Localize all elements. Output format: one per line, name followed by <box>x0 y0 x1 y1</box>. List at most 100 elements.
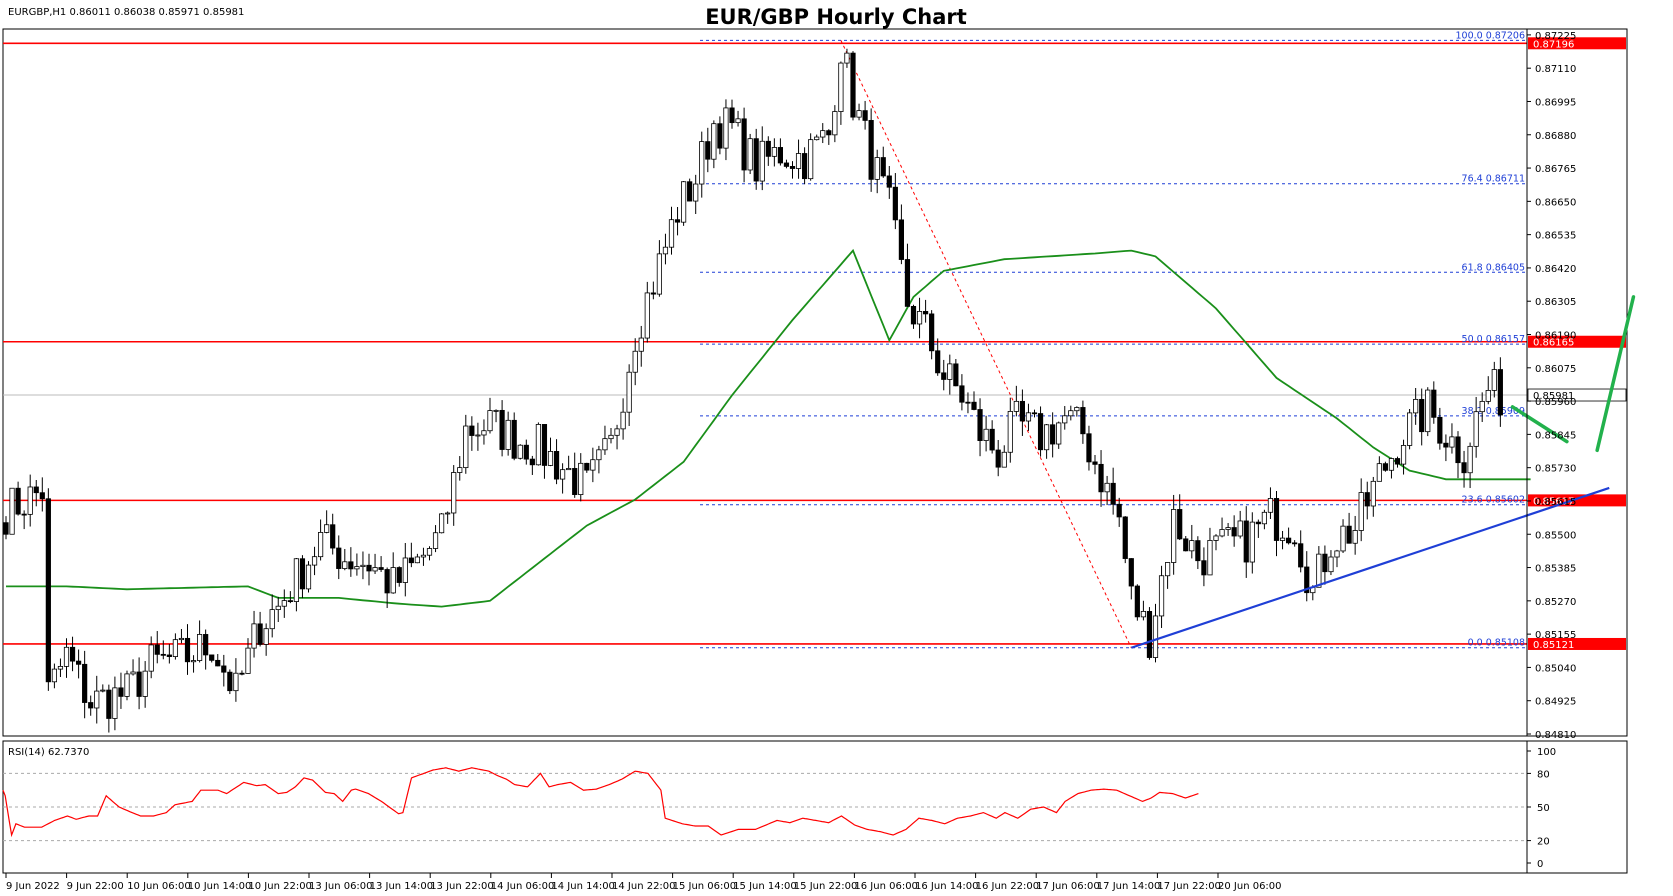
candle-body <box>33 486 39 494</box>
candle-body <box>172 639 178 657</box>
candle-body <box>1158 575 1165 617</box>
candle-body <box>578 462 584 495</box>
candle-body <box>1183 538 1189 552</box>
candle-body <box>1062 415 1068 424</box>
candle-body <box>1001 451 1007 468</box>
candle-body <box>396 567 402 583</box>
candle-body <box>245 647 251 674</box>
candle-body <box>935 350 941 374</box>
candle-body <box>76 660 82 665</box>
candle-body <box>1334 550 1340 558</box>
time-tick-label: 15 Jun 06:00 <box>673 881 737 892</box>
candle-body <box>1407 412 1413 446</box>
fibonacci-level-label: 38.2 0.85909 <box>1462 406 1525 417</box>
candle-body <box>88 702 94 709</box>
price-tick-label: 0.86650 <box>1535 197 1576 208</box>
price-tick-label: 0.85385 <box>1535 564 1576 575</box>
candle-body <box>723 107 729 149</box>
candle-body <box>178 637 185 641</box>
candle-body <box>1171 509 1177 563</box>
candle-body <box>941 372 947 380</box>
candle-body <box>753 138 759 182</box>
candle-body <box>910 305 917 325</box>
candle-body <box>1050 424 1056 445</box>
price-tick-label: 0.86995 <box>1535 97 1576 108</box>
price-tick-label: 0.86880 <box>1535 131 1576 142</box>
time-tick-label: 9 Jun 2022 <box>6 881 60 892</box>
fibonacci-level-label: 76.4 0.86711 <box>1462 174 1525 185</box>
candle-body <box>1013 400 1019 412</box>
candle-body <box>184 637 191 663</box>
candle-body <box>1267 498 1274 513</box>
time-tick-label: 10 Jun 14:00 <box>188 881 252 892</box>
candle-body <box>233 672 239 692</box>
time-tick-label: 9 Jun 22:00 <box>67 881 124 892</box>
candle-body <box>1400 445 1407 465</box>
candle-body <box>765 140 771 157</box>
candle-body <box>687 181 693 202</box>
candle-body <box>717 123 723 149</box>
time-tick-label: 14 Jun 06:00 <box>491 881 555 892</box>
candle-body <box>1352 530 1358 544</box>
candle-body <box>324 524 330 533</box>
fibonacci-level-label: 0.0 0.85108 <box>1468 638 1525 649</box>
candle-body <box>789 166 796 169</box>
candle-body <box>850 52 856 118</box>
candle-body <box>1007 411 1013 453</box>
candle-body <box>281 600 287 607</box>
candle-body <box>1068 410 1074 417</box>
price-tick-label: 0.85155 <box>1535 630 1576 641</box>
candle-body <box>1104 482 1110 493</box>
candle-body <box>408 557 414 564</box>
candle-body <box>1056 422 1062 445</box>
candle-body <box>1092 461 1098 465</box>
candle-body <box>626 371 632 413</box>
candle-body <box>311 556 318 566</box>
price-tick-label: 0.87225 <box>1535 31 1576 42</box>
rsi-tick-label: 100 <box>1537 747 1556 758</box>
candle-body <box>1128 558 1134 587</box>
candle-body <box>420 554 427 558</box>
rsi-label: RSI(14) 62.7370 <box>8 747 89 758</box>
price-tick-label: 0.85960 <box>1535 397 1576 408</box>
candle-body <box>432 532 439 549</box>
candle-body <box>45 498 51 683</box>
candle-body <box>269 609 275 630</box>
fibonacci-level-label: 61.8 0.86405 <box>1462 262 1525 273</box>
candle-body <box>814 136 820 141</box>
candle-body <box>1098 463 1104 493</box>
candle-body <box>656 253 663 295</box>
fibonacci-level-label: 100.0 0.87206 <box>1455 30 1525 41</box>
candle-body <box>868 120 874 180</box>
candle-body <box>209 654 215 661</box>
candle-body <box>1255 521 1261 525</box>
candle-body <box>880 157 886 177</box>
time-tick-label: 17 Jun 22:00 <box>1157 881 1221 892</box>
candle-body <box>1413 398 1419 414</box>
time-tick-label: 10 Jun 22:00 <box>248 881 312 892</box>
candle-body <box>662 246 669 255</box>
candle-body <box>1122 516 1128 559</box>
candle-body <box>1165 562 1171 577</box>
candle-body <box>1231 527 1237 537</box>
candle-body <box>529 458 535 466</box>
candle-body <box>947 363 953 380</box>
candle-body <box>354 566 360 570</box>
level-price-tag-text: 0.85617 <box>1533 496 1574 507</box>
candle-body <box>402 557 408 583</box>
time-tick-label: 16 Jun 06:00 <box>854 881 918 892</box>
candle-body <box>463 425 469 469</box>
candle-body <box>560 469 566 480</box>
candle-body <box>221 665 227 673</box>
candle-body <box>838 62 844 112</box>
candle-body <box>1237 520 1243 537</box>
candle-body <box>1455 436 1461 464</box>
price-tick-label: 0.86075 <box>1535 364 1576 375</box>
candle-body <box>1286 537 1292 544</box>
candle-body <box>1146 611 1153 658</box>
candle-body <box>215 659 221 667</box>
candle-body <box>451 472 457 514</box>
candle-body <box>566 468 572 471</box>
rsi-tick-label: 0 <box>1537 859 1543 870</box>
rsi-layer: 100 80 50 20 0 <box>2 741 1556 873</box>
